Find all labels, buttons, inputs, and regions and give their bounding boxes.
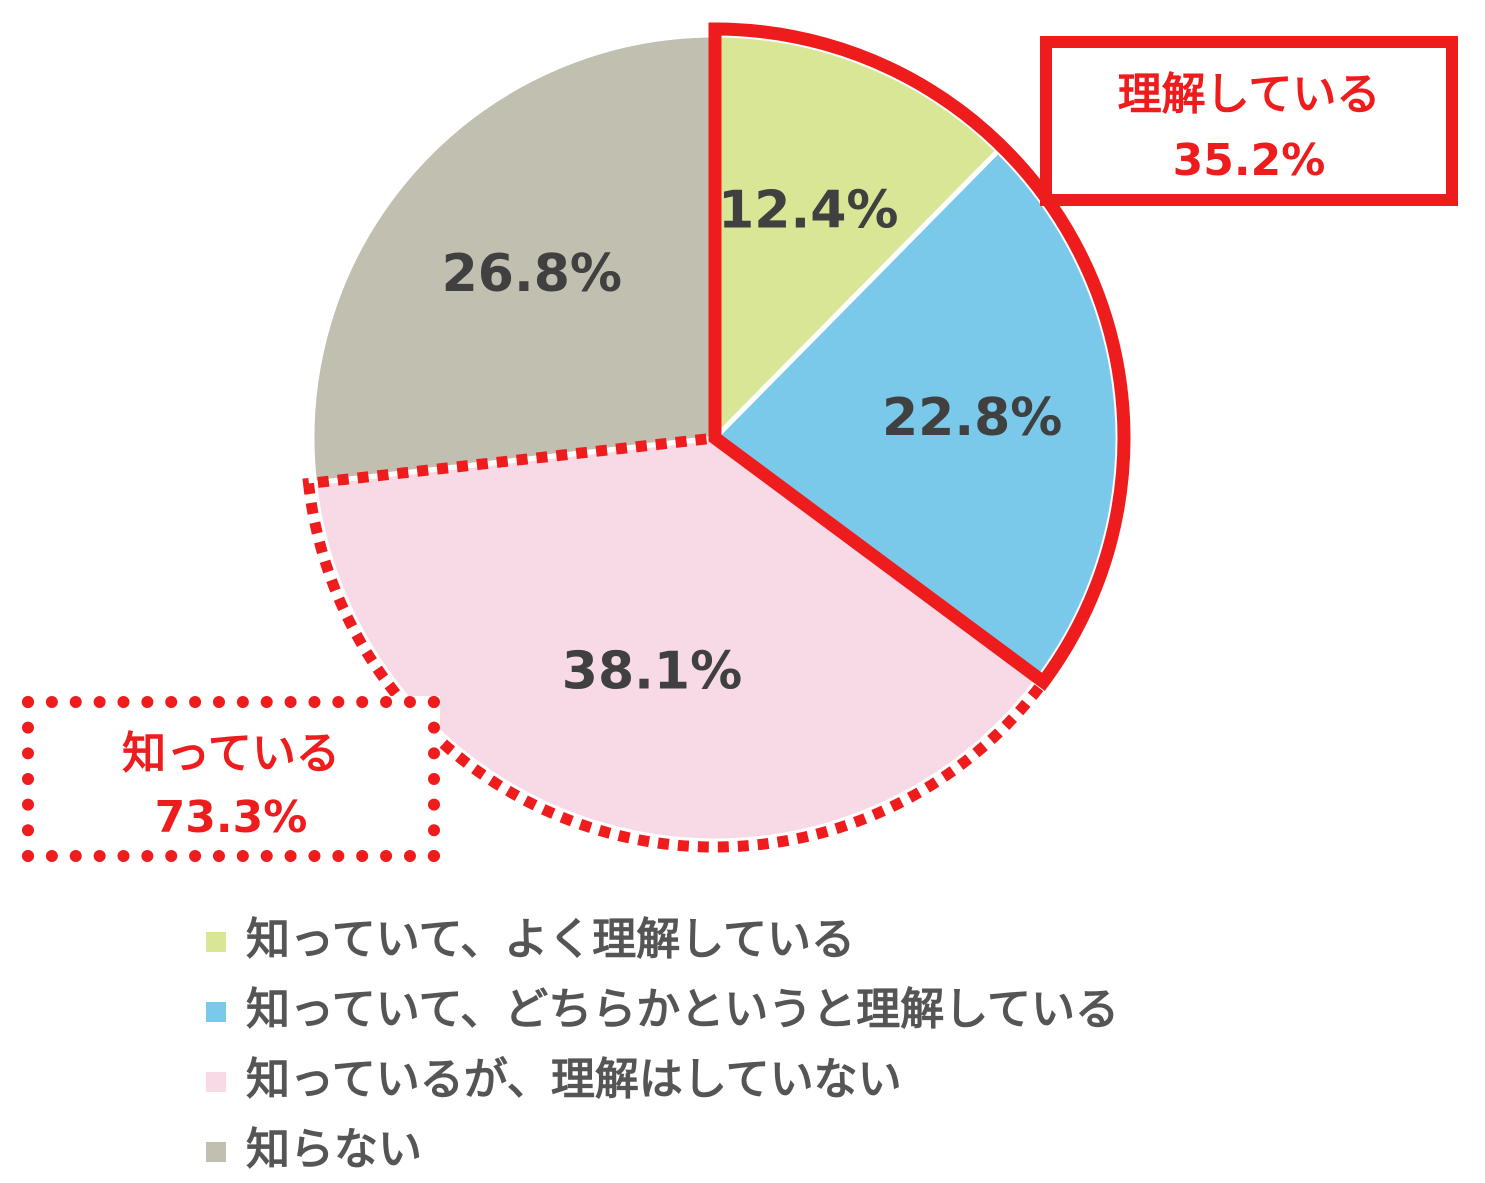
legend-label: 知っていて、どちらかというと理解している xyxy=(246,984,1119,1035)
callout-know-title: 知っている xyxy=(122,728,340,779)
highlight-outlines xyxy=(302,22,1131,853)
legend-swatch xyxy=(206,932,226,952)
data-labels: 12.4% 22.8% 38.1% 26.8% xyxy=(442,181,1063,702)
legend-label: 知っていて、よく理解している xyxy=(246,914,855,965)
callout-understand: 理解している 35.2% xyxy=(1040,36,1458,206)
legend-label: 知らない xyxy=(246,1124,422,1175)
legend-item-well-understand: 知っていて、よく理解している xyxy=(206,900,1119,970)
slice-know-not-understand xyxy=(311,435,1043,844)
legend: 知っていて、よく理解している 知っていて、どちらかというと理解している 知ってい… xyxy=(206,900,1119,1180)
legend-swatch xyxy=(206,1072,226,1092)
legend-label: 知っているが、理解はしていない xyxy=(246,1054,902,1105)
legend-item-know-not-understand: 知っているが、理解はしていない xyxy=(206,1040,1119,1110)
callout-understand-value: 35.2% xyxy=(1172,135,1326,186)
slice-dont-know xyxy=(309,32,718,486)
data-label-dont-know: 26.8% xyxy=(442,244,622,304)
understand-solid-outline xyxy=(708,22,1131,691)
pie-slices xyxy=(309,32,1121,844)
callout-know-value: 73.3% xyxy=(154,792,308,843)
legend-item-dont-know: 知らない xyxy=(206,1110,1119,1180)
callout-understand-title: 理解している xyxy=(1117,69,1381,120)
data-label-somewhat-understand: 22.8% xyxy=(882,388,1062,448)
legend-swatch xyxy=(206,1002,226,1022)
callout-know: 知っている 73.3% xyxy=(22,696,440,862)
legend-swatch xyxy=(206,1142,226,1162)
data-label-know-not-understand: 38.1% xyxy=(562,641,742,701)
legend-item-somewhat-understand: 知っていて、どちらかというと理解している xyxy=(206,970,1119,1040)
data-label-well-understand: 12.4% xyxy=(718,181,898,241)
